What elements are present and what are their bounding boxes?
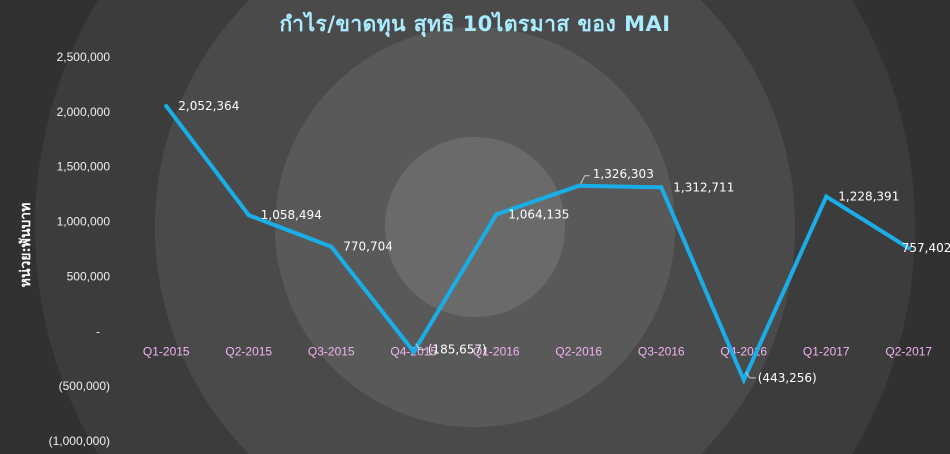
y-axis: 2,500,000 2,000,000 1,500,000 1,000,000 500,… bbox=[49, 50, 111, 448]
x-tick-label: Q2-2017 bbox=[885, 344, 932, 358]
data-label: 757,402 bbox=[902, 241, 950, 255]
y-tick-label: 500,000 bbox=[67, 269, 111, 283]
x-tick-label: Q2-2015 bbox=[225, 344, 272, 358]
data-label: 1,312,711 bbox=[673, 180, 734, 194]
series-line-group bbox=[164, 104, 911, 385]
x-tick-label: Q3-2016 bbox=[638, 344, 685, 358]
data-point bbox=[576, 183, 581, 188]
y-tick-label: 1,000,000 bbox=[57, 215, 111, 229]
data-label-group: 2,052,364 1,058,494 770,704 (185,657) 1,064,… bbox=[178, 99, 950, 385]
x-tick-label: Q1-2015 bbox=[143, 344, 190, 358]
data-label: 1,064,135 bbox=[508, 208, 569, 222]
data-point bbox=[659, 185, 664, 190]
data-label: (185,657) bbox=[428, 343, 487, 357]
x-tick-label: Q1-2016 bbox=[473, 344, 520, 358]
data-point bbox=[329, 244, 334, 249]
data-label-leader bbox=[580, 175, 590, 184]
chart-title: กำไร/ขาดทุน สุทธิ 10ไตรมาส ของ MAI bbox=[279, 12, 671, 36]
y-tick-label: 2,000,000 bbox=[57, 105, 111, 119]
data-point bbox=[494, 212, 499, 217]
series-line bbox=[164, 104, 911, 385]
data-point bbox=[741, 377, 746, 382]
y-tick-label: (1,000,000) bbox=[49, 434, 110, 448]
y-tick-label: - bbox=[96, 324, 100, 338]
x-tick-label: Q1-2017 bbox=[803, 344, 850, 358]
y-tick-label: 1,500,000 bbox=[57, 160, 111, 174]
data-label: 770,704 bbox=[343, 240, 393, 254]
data-label: 1,326,303 bbox=[593, 167, 654, 181]
data-point bbox=[411, 349, 416, 354]
data-point bbox=[824, 194, 829, 199]
data-point bbox=[246, 213, 251, 218]
y-tick-label: 2,500,000 bbox=[57, 50, 111, 64]
data-label: 1,058,494 bbox=[261, 208, 322, 222]
y-tick-label: (500,000) bbox=[59, 379, 110, 393]
x-tick-label: Q2-2016 bbox=[555, 344, 602, 358]
data-point bbox=[164, 104, 169, 109]
data-label: 1,228,391 bbox=[838, 190, 899, 204]
data-point bbox=[906, 246, 911, 251]
data-label: (443,256) bbox=[758, 371, 817, 385]
x-axis: Q1-2015Q2-2015Q3-2015Q4-2015Q1-2016Q2-20… bbox=[143, 344, 933, 358]
data-label-leader bbox=[745, 371, 756, 379]
y-axis-label: หน่วย:พันบาท bbox=[18, 203, 34, 288]
data-label: 2,052,364 bbox=[178, 99, 239, 113]
data-label-leader bbox=[415, 343, 426, 351]
x-tick-label: Q3-2015 bbox=[308, 344, 355, 358]
